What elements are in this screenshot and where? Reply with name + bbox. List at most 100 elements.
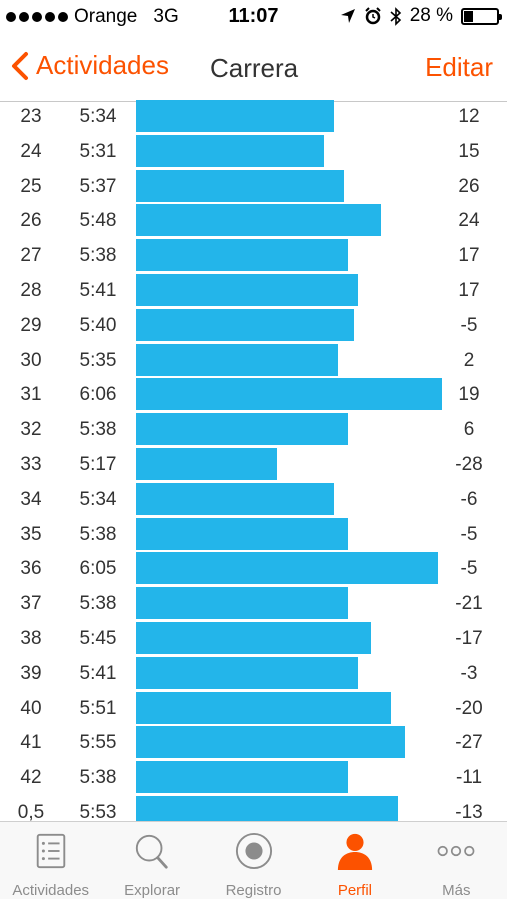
pace-bar (136, 134, 324, 167)
pace-bar (136, 343, 338, 376)
split-pace: 5:38 (79, 593, 117, 615)
pace-bar (136, 239, 348, 272)
split-elevation: 6 (463, 419, 475, 441)
split-elevation: 17 (458, 279, 480, 301)
split-elevation: -6 (460, 488, 478, 510)
split-row: 38 5:45 -17 (0, 621, 507, 656)
tab-registro[interactable]: Registro (203, 822, 304, 899)
split-elevation: -5 (460, 558, 478, 580)
split-row: 29 5:40 -5 (0, 308, 507, 343)
chevron-left-icon (12, 51, 28, 80)
split-elevation: -28 (455, 453, 483, 475)
split-pace: 5:37 (79, 175, 117, 197)
split-elevation: 12 (458, 106, 480, 127)
split-row: 39 5:41 -3 (0, 656, 507, 691)
pace-bar (136, 587, 348, 620)
split-km: 26 (20, 210, 42, 232)
split-km: 24 (20, 140, 42, 162)
split-pace: 5:17 (79, 453, 117, 475)
split-pace: 5:48 (79, 210, 117, 232)
split-pace: 5:35 (79, 349, 117, 371)
split-row: 25 5:37 26 (0, 169, 507, 204)
pace-bar (136, 552, 438, 585)
pace-bar (136, 413, 348, 446)
pace-bar (136, 378, 442, 411)
network-type: 3G (153, 6, 179, 27)
split-pace: 5:38 (79, 245, 117, 267)
split-row: 33 5:17 -28 (0, 447, 507, 482)
record-icon (235, 832, 272, 870)
split-km: 40 (20, 697, 42, 719)
search-icon (135, 834, 168, 869)
split-km: 0,5 (17, 801, 45, 821)
split-pace: 5:38 (79, 523, 117, 545)
split-pace: 5:31 (79, 140, 117, 162)
split-km: 37 (20, 593, 42, 615)
split-pace: 5:55 (79, 732, 117, 754)
tab-explorar[interactable]: Explorar (101, 822, 202, 899)
pace-bar (136, 621, 371, 654)
split-row: 40 5:51 -20 (0, 691, 507, 726)
tab-actividades[interactable]: Actividades (0, 822, 101, 899)
split-row: 32 5:38 6 (0, 412, 507, 447)
pace-bar (136, 308, 354, 341)
split-elevation: -5 (460, 314, 478, 336)
split-pace: 5:34 (79, 106, 117, 127)
battery-icon (461, 7, 502, 25)
pace-bar (136, 517, 348, 550)
tab-label: Actividades (12, 882, 90, 899)
carrier-name: Orange (74, 6, 138, 27)
pace-bar (136, 100, 334, 132)
split-km: 35 (20, 523, 42, 545)
status-left: Orange 3G (6, 6, 179, 28)
back-button[interactable]: Actividades (10, 50, 169, 81)
split-km: 42 (20, 767, 42, 789)
tab-label: Más (442, 882, 471, 899)
pace-bar (136, 169, 344, 202)
split-km: 29 (20, 314, 42, 336)
split-elevation: -5 (460, 523, 478, 545)
split-row: 26 5:48 24 (0, 203, 507, 238)
pace-bar (136, 482, 334, 515)
split-row: 30 5:35 2 (0, 343, 507, 378)
status-right: 28 % (340, 5, 502, 27)
edit-button[interactable]: Editar (425, 52, 493, 82)
pace-bar (136, 726, 405, 759)
split-pace: 5:41 (79, 279, 117, 301)
split-elevation: -3 (460, 662, 478, 684)
split-elevation: -27 (455, 732, 483, 754)
tab-label: Explorar (124, 882, 181, 899)
pace-bar (136, 447, 277, 480)
splits-list[interactable]: 23 5:34 12 24 5:31 15 25 5:37 26 26 5:48 24 27 5:38 17… (0, 99, 507, 821)
split-elevation: -21 (455, 593, 483, 615)
split-pace: 5:53 (79, 801, 117, 821)
split-row: 28 5:41 17 (0, 273, 507, 308)
tab-mas[interactable]: Más (406, 822, 507, 899)
alarm-clock-icon (364, 7, 381, 25)
split-km: 33 (20, 453, 42, 475)
status-bar: Orange 3G 11:07 28 % (0, 0, 507, 34)
tab-perfil[interactable]: Perfil (304, 822, 405, 899)
split-km: 23 (20, 106, 42, 127)
split-elevation: 15 (458, 140, 480, 162)
bluetooth-icon (390, 6, 401, 26)
split-elevation: -13 (455, 801, 483, 821)
split-km: 32 (20, 419, 42, 441)
battery-percentage: 28 % (409, 5, 453, 26)
split-row: 42 5:38 -11 (0, 760, 507, 795)
split-pace: 6:06 (79, 384, 117, 406)
navigation-bar: Actividades Carrera Editar (0, 34, 507, 102)
split-km: 30 (20, 349, 42, 371)
split-elevation: 17 (458, 245, 480, 267)
tab-bar: Actividades Explorar Registro Perfil Más (0, 821, 507, 899)
split-row: 31 6:06 19 (0, 377, 507, 412)
split-km: 31 (20, 384, 42, 406)
status-time: 11:07 (228, 5, 279, 27)
split-km: 34 (20, 488, 42, 510)
split-km: 28 (20, 279, 42, 301)
back-button-label: Actividades (36, 50, 169, 80)
split-km: 25 (20, 175, 42, 197)
split-elevation: 19 (458, 384, 480, 406)
split-km: 39 (20, 662, 42, 684)
split-row: 0,5 5:53 -13 (0, 795, 507, 821)
